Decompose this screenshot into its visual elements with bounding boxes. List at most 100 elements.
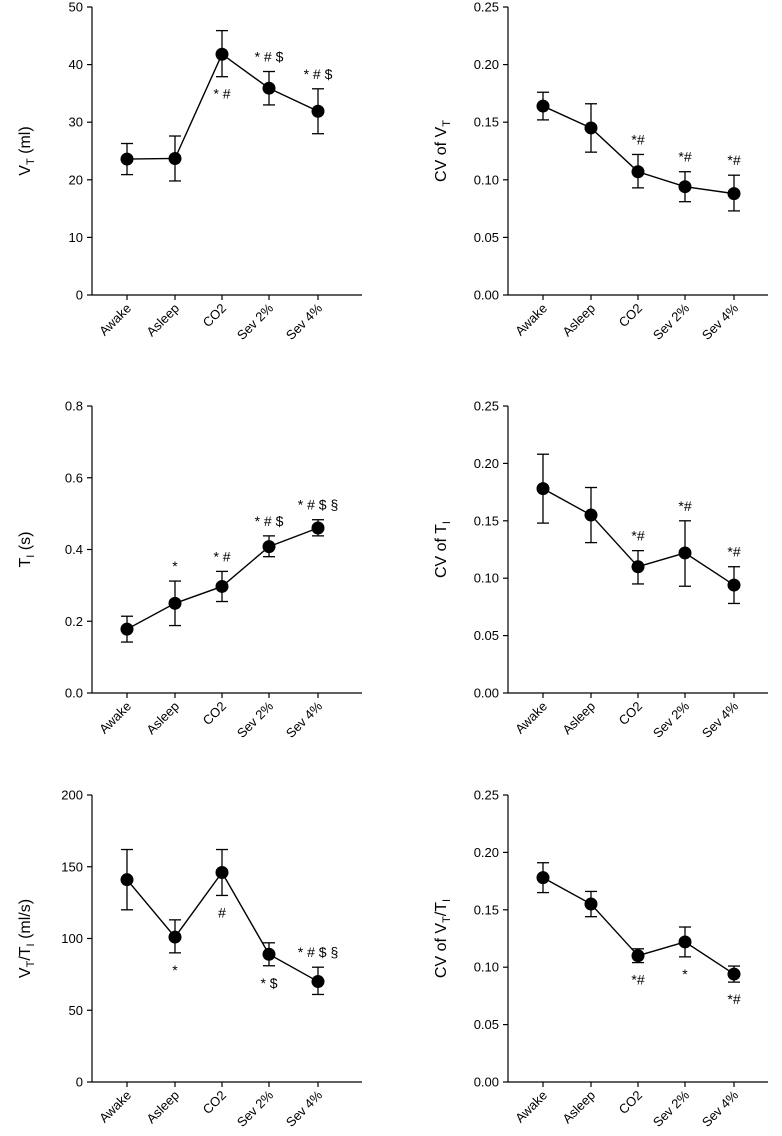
x-tick-label: Awake — [512, 301, 550, 339]
data-point — [168, 930, 182, 944]
x-tick-label: Sev 2% — [650, 300, 693, 343]
significance-marker: *# — [727, 544, 740, 560]
y-tick-label: 0.15 — [474, 115, 499, 130]
x-tick-label: Sev 4% — [699, 1087, 742, 1130]
x-tick-label: CO2 — [616, 301, 646, 331]
y-axis-title: CV of VT — [433, 120, 453, 182]
x-tick-label: Sev 4% — [283, 698, 326, 741]
significance-marker: *# — [678, 498, 691, 514]
data-point — [168, 596, 182, 610]
data-point — [536, 871, 550, 885]
y-tick-label: 0.20 — [474, 845, 499, 860]
significance-marker: * # $ § — [298, 944, 338, 960]
data-point — [262, 947, 276, 961]
y-tick-label: 30 — [69, 115, 83, 130]
y-tick-label: 0 — [76, 1075, 83, 1090]
x-tick-label: Asleep — [559, 1088, 598, 1127]
y-tick-label: 0.15 — [474, 513, 499, 528]
x-tick-label: Asleep — [143, 699, 182, 738]
x-tick-label: CO2 — [200, 301, 230, 331]
data-point — [262, 540, 276, 554]
data-point — [727, 187, 741, 201]
x-tick-label: Sev 4% — [283, 1087, 326, 1130]
panel-vt_ti: 0 50 100 150 200 Awake Asleep CO2 Sev 2% Sev 4% VT… — [17, 788, 362, 1130]
data-point — [727, 578, 741, 592]
y-tick-label: 0.25 — [474, 788, 499, 803]
significance-marker: * # $ — [255, 49, 284, 65]
data-point — [678, 935, 692, 949]
significance-marker: * — [172, 558, 178, 574]
y-axis-title: CV of VT/TI — [433, 899, 453, 978]
significance-marker: *# — [727, 152, 740, 168]
y-tick-label: 20 — [69, 172, 83, 187]
data-point — [262, 81, 276, 95]
data-point — [215, 47, 229, 61]
significance-marker: * $ — [260, 975, 277, 991]
x-tick-label: Awake — [512, 1088, 550, 1126]
x-tick-label: Sev 2% — [234, 698, 277, 741]
y-tick-label: 0.05 — [474, 230, 499, 245]
data-point — [168, 151, 182, 165]
significance-marker: *# — [678, 149, 691, 165]
y-axis-title: TI (s) — [17, 532, 37, 568]
x-tick-label: Sev 2% — [234, 300, 277, 343]
y-tick-label: 0.15 — [474, 902, 499, 917]
significance-marker: * # $ — [255, 513, 284, 529]
data-point — [631, 949, 645, 963]
y-tick-label: 0.8 — [65, 399, 83, 414]
y-tick-label: 0.05 — [474, 1017, 499, 1032]
data-point — [631, 560, 645, 574]
x-tick-label: Sev 4% — [699, 698, 742, 741]
significance-marker: # — [218, 904, 226, 920]
y-tick-label: 0.20 — [474, 57, 499, 72]
y-tick-label: 100 — [61, 931, 83, 946]
data-point — [311, 521, 325, 535]
x-tick-label: Asleep — [143, 1088, 182, 1127]
panel-ti: 0.0 0.2 0.4 0.6 0.8 Awake Asleep CO2 Sev 2% Sev 4… — [17, 399, 362, 741]
y-tick-label: 0.00 — [474, 288, 499, 303]
data-point — [120, 873, 134, 887]
y-tick-label: 10 — [69, 230, 83, 245]
data-point — [584, 121, 598, 135]
x-tick-label: Sev 4% — [699, 300, 742, 343]
significance-marker: * # $ § — [298, 497, 338, 513]
x-tick-label: CO2 — [200, 1088, 230, 1118]
significance-marker: *# — [631, 972, 644, 988]
data-point — [311, 975, 325, 989]
significance-marker: *# — [727, 991, 740, 1007]
y-tick-label: 0.10 — [474, 571, 499, 586]
data-point — [536, 99, 550, 113]
y-axis-title: VT/TI (ml/s) — [17, 899, 37, 978]
y-axis-title: CV of TI — [433, 521, 453, 578]
y-tick-label: 0.00 — [474, 1075, 499, 1090]
y-tick-label: 0.10 — [474, 172, 499, 187]
x-tick-label: Sev 4% — [283, 300, 326, 343]
y-tick-label: 0.00 — [474, 686, 499, 701]
y-tick-label: 150 — [61, 859, 83, 874]
x-tick-label: CO2 — [616, 1088, 646, 1118]
significance-marker: *# — [631, 528, 644, 544]
y-tick-label: 50 — [69, 1003, 83, 1018]
data-point — [727, 967, 741, 981]
significance-marker: * — [682, 966, 688, 982]
data-point — [584, 897, 598, 911]
x-tick-label: Asleep — [143, 301, 182, 340]
data-point — [215, 865, 229, 879]
data-point — [584, 508, 598, 522]
data-point — [311, 104, 325, 118]
x-tick-label: CO2 — [200, 699, 230, 729]
x-tick-label: Sev 2% — [234, 1087, 277, 1130]
data-point — [536, 482, 550, 496]
y-tick-label: 0.20 — [474, 456, 499, 471]
y-tick-label: 50 — [69, 0, 83, 15]
significance-marker: * # — [213, 86, 230, 102]
x-tick-label: Sev 2% — [650, 698, 693, 741]
panel-vt: 0 10 20 30 40 50 Awake Asleep CO2 Sev 2% Sev 4% VT … — [17, 0, 362, 343]
y-tick-label: 0 — [76, 288, 83, 303]
y-tick-label: 40 — [69, 57, 83, 72]
data-point — [215, 579, 229, 593]
x-tick-label: Awake — [512, 699, 550, 737]
